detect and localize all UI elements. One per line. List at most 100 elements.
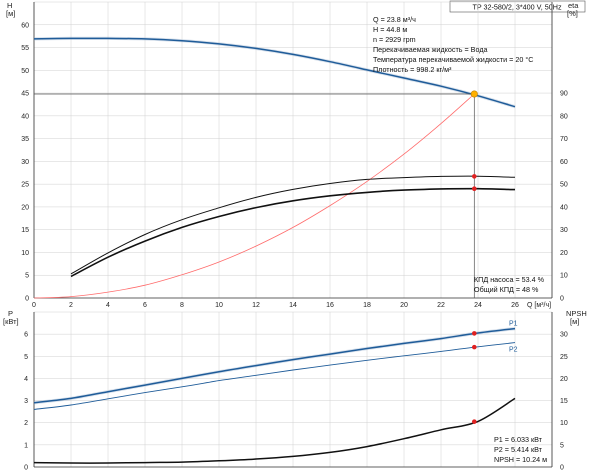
- power-marker: [472, 344, 477, 350]
- top-y-right-symbol: eta: [568, 1, 579, 10]
- bottom-y-left-tick: 5: [24, 354, 28, 361]
- bottom-y-right-label: NPSH [м]: [566, 309, 589, 326]
- efficiency-marker: [472, 174, 477, 179]
- info-line-temperature: Температура перекачиваемой жидкости = 20…: [373, 55, 533, 64]
- x-axis-label: Q [м³/ч]: [527, 302, 551, 309]
- duty-info: Q = 23.8 м³/ч H = 44.8 м n = 2929 rpm Пе…: [373, 15, 533, 74]
- info-line-density: Плотность = 998.2 кг/м³: [373, 65, 452, 74]
- head-curve: [33, 37, 516, 108]
- info-line-n: n = 2929 rpm: [373, 35, 416, 44]
- top-y-right-tick: 50: [560, 182, 568, 189]
- x-tick-label: 0: [32, 302, 36, 309]
- axes: [33, 2, 553, 468]
- efficiency-marker: [472, 186, 477, 192]
- x-tick-label: 16: [326, 302, 334, 309]
- bottom-y-right-tick: 0: [560, 465, 564, 472]
- info-line-q: Q = 23.8 м³/ч: [373, 15, 416, 24]
- top-y-right-tick: 10: [560, 273, 568, 280]
- bottom-y-left-tick: 4: [24, 376, 28, 383]
- top-y-right-tick: 90: [560, 91, 568, 98]
- bottom-y-right-tick: 20: [560, 376, 568, 383]
- top-y-right-label: eta [%]: [567, 1, 581, 18]
- bottom-y-left-tick: 6: [24, 332, 28, 339]
- top-y-left-tick: 5: [25, 273, 29, 280]
- system-curve: [33, 93, 475, 299]
- bottom-y-left-tick: 3: [24, 398, 28, 405]
- x-tick-label: 8: [180, 302, 184, 309]
- efficiency-info: КПД насоса = 53.4 % Общий КПД = 48 %: [474, 275, 545, 294]
- bottom-y-right-tick: 30: [560, 332, 568, 339]
- x-tick-label: 24: [474, 302, 482, 309]
- total-efficiency-text: Общий КПД = 48 %: [474, 285, 539, 294]
- model-header-box: [449, 0, 586, 13]
- p1-series-label: P1: [509, 321, 518, 328]
- tick-labels: 0 2 4 6 8 10 12 14 16 18 20 22 24 26 Q [м³/ч]051015202…: [21, 22, 568, 471]
- x-tick-label: 2: [69, 302, 73, 309]
- x-tick-label: 6: [143, 302, 147, 309]
- top-y-left-tick: 55: [21, 45, 29, 52]
- p2-text: P2 = 5.414 кВт: [494, 445, 543, 454]
- x-tick-label: 18: [363, 302, 371, 309]
- x-tick-label: 4: [106, 302, 110, 309]
- x-tick-label: 10: [215, 302, 223, 309]
- model-header: TP 32-580/2, 3*400 V, 50Hz: [472, 3, 562, 12]
- top-y-right-tick: 40: [560, 204, 568, 211]
- bottom-y-right-tick: 15: [560, 398, 568, 405]
- point-markers: [470, 90, 478, 424]
- top-y-right-tick: 70: [560, 136, 568, 143]
- x-tick-label: 12: [252, 302, 260, 309]
- top-grid: [33, 1, 553, 299]
- top-y-left-tick: 30: [21, 159, 29, 166]
- p2-curve: [33, 342, 516, 410]
- top-y-left-symbol: H: [7, 1, 12, 10]
- duty-point: [470, 90, 478, 98]
- top-y-left-tick: 10: [21, 250, 29, 257]
- top-y-left-tick: 40: [21, 113, 29, 120]
- top-y-right-unit: [%]: [567, 9, 578, 18]
- x-tick-label: 22: [437, 302, 445, 309]
- top-y-right-tick: 0: [560, 296, 564, 303]
- p1-curve: [33, 327, 516, 404]
- power-marker: [472, 331, 477, 336]
- top-y-left-unit: [м]: [6, 9, 15, 18]
- info-line-liquid: Перекачиваемая жидкость = Вода: [373, 45, 488, 54]
- bottom-y-right-tick: 5: [560, 442, 564, 449]
- bottom-y-right-unit: [м]: [570, 317, 579, 326]
- curves: [33, 36, 516, 464]
- top-y-right-tick: 60: [560, 159, 568, 166]
- top-y-left-tick: 15: [21, 227, 29, 234]
- top-y-left-tick: 45: [21, 91, 29, 98]
- top-y-left-tick: 0: [25, 296, 29, 303]
- top-y-right-tick: 20: [560, 250, 568, 257]
- bottom-y-left-tick: 0: [24, 465, 28, 472]
- bottom-y-left-tick: 1: [24, 442, 28, 449]
- info-line-h: H = 44.8 м: [373, 25, 407, 34]
- total-efficiency-curve: [70, 187, 516, 278]
- power-marker: [472, 419, 477, 424]
- p1-text: P1 = 6.033 кВт: [494, 435, 543, 444]
- top-y-left-tick: 35: [21, 136, 29, 143]
- x-tick-label: 20: [400, 302, 408, 309]
- x-tick-label: 14: [289, 302, 297, 309]
- bottom-y-left-symbol: P: [8, 309, 13, 318]
- top-y-left-tick: 60: [21, 22, 29, 29]
- top-y-left-tick: 25: [21, 182, 29, 189]
- top-y-left-tick: 20: [21, 204, 29, 211]
- top-y-left-tick: 50: [21, 68, 29, 75]
- npsh-curve: [33, 397, 516, 464]
- bottom-y-left-tick: 2: [24, 420, 28, 427]
- bottom-y-right-tick: 10: [560, 420, 568, 427]
- bottom-y-right-tick: 25: [560, 354, 568, 361]
- top-y-right-tick: 80: [560, 113, 568, 120]
- x-tick-label: 26: [511, 302, 519, 309]
- pump-efficiency-curve: [70, 175, 516, 275]
- p2-series-label: P2: [509, 347, 518, 354]
- bottom-y-left-unit: [кВт]: [3, 317, 19, 326]
- npsh-text: NPSH = 10.24 м: [494, 455, 547, 464]
- bottom-y-right-symbol: NPSH: [566, 309, 587, 318]
- bottom-y-left-label: P [кВт]: [3, 309, 19, 326]
- top-y-right-tick: 30: [560, 227, 568, 234]
- pump-efficiency-text: КПД насоса = 53.4 %: [474, 275, 545, 284]
- top-y-left-label: H [м]: [6, 1, 15, 18]
